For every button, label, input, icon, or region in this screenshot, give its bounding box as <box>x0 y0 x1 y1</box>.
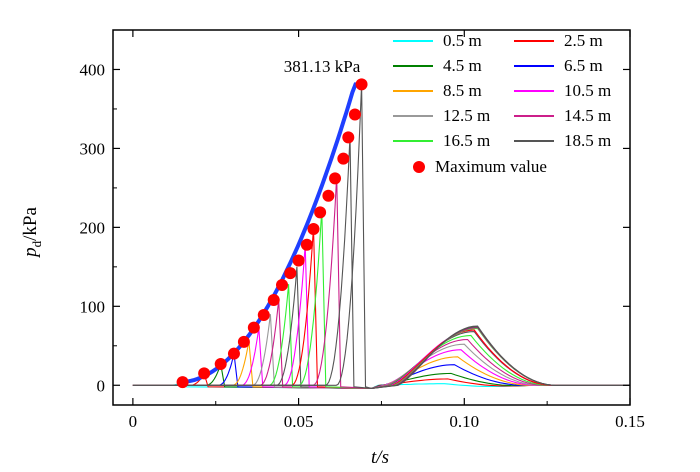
legend-label: 8.5 m <box>443 81 482 100</box>
maximum-value-point <box>337 152 350 165</box>
maximum-value-point <box>284 267 297 280</box>
series-line <box>132 227 630 389</box>
series-line <box>132 341 630 389</box>
maximum-value-point <box>227 347 240 360</box>
legend-marker-dot <box>413 161 425 173</box>
maximum-value-point <box>348 108 361 121</box>
y-tick-label: 400 <box>80 60 106 79</box>
series-line <box>132 371 630 389</box>
maximum-value-point <box>257 309 270 321</box>
legend-label: Maximum value <box>435 157 547 176</box>
maximum-value-point <box>214 357 227 370</box>
maximum-value-point <box>276 279 289 291</box>
series-line <box>132 136 630 389</box>
series-line <box>132 327 630 389</box>
legend-label: 14.5 m <box>564 106 611 125</box>
x-tick-label: 0.05 <box>284 412 314 431</box>
x-tick-label: 0.10 <box>449 412 479 431</box>
legend-label: 0.5 m <box>443 31 482 50</box>
series-line <box>132 353 630 389</box>
plot-area <box>112 29 631 406</box>
y-axis-label-symbol: p <box>20 247 41 259</box>
series-line <box>132 209 630 389</box>
maximum-value-point <box>292 254 305 267</box>
maximum-value-point <box>314 206 327 219</box>
legend-label: 2.5 m <box>564 31 603 50</box>
y-axis-label: pd/kPa <box>20 207 44 259</box>
maximum-value-point <box>198 367 211 380</box>
maximum-value-point <box>307 222 320 235</box>
legend-label: 10.5 m <box>564 81 611 100</box>
legend-label: 12.5 m <box>443 106 490 125</box>
maximum-value-point <box>176 376 189 389</box>
legend-label: 4.5 m <box>443 56 482 75</box>
plot-frame <box>112 29 631 406</box>
y-tick-label: 0 <box>97 376 106 395</box>
series-layer <box>132 84 630 389</box>
maximum-value-point <box>355 78 368 91</box>
series-line <box>132 176 630 389</box>
fit-curve-layer <box>177 82 364 385</box>
maximum-value-point <box>322 189 335 202</box>
maximum-value-point <box>300 238 313 251</box>
y-axis-label-subscript: d <box>29 240 44 247</box>
series-line <box>132 381 630 389</box>
x-tick-label: 0.15 <box>615 412 645 431</box>
y-axis-label-unit: /kPa <box>20 207 41 241</box>
maximum-value-point <box>342 131 355 144</box>
x-tick-label: 0 <box>129 412 138 431</box>
maximum-value-point <box>329 172 342 185</box>
series-line <box>132 244 630 389</box>
x-axis-label: t/s <box>371 447 389 468</box>
legend-label: 18.5 m <box>564 131 611 150</box>
maximum-value-point <box>237 335 250 348</box>
maximum-value-point <box>247 321 260 334</box>
y-tick-label: 100 <box>80 297 106 316</box>
y-tick-label: 200 <box>80 218 106 237</box>
series-line <box>132 84 630 389</box>
y-tick-label: 300 <box>80 139 106 158</box>
peak-annotation: 381.13 kPa <box>284 57 361 76</box>
maximum-points-layer <box>176 78 368 389</box>
series-line <box>132 363 630 389</box>
legend: 0.5 m 2.5 m 4.5 m 6.5 m 8.5 m 10.5 m 12.5 m 14.… <box>393 31 611 176</box>
maximum-value-point <box>267 294 280 306</box>
legend-label: 6.5 m <box>564 56 603 75</box>
legend-label: 16.5 m <box>443 131 490 150</box>
axes-layer: 0 0.05 0.10 0.15 0 100 200 300 400 <box>80 30 645 431</box>
fit-curve <box>177 82 364 385</box>
